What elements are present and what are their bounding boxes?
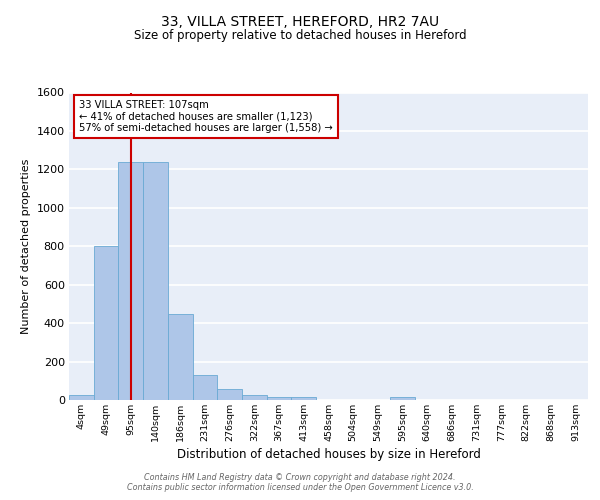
Bar <box>94 246 118 400</box>
Bar <box>193 375 217 400</box>
Bar <box>217 390 242 400</box>
Bar <box>118 162 143 400</box>
Bar <box>69 395 94 400</box>
Bar <box>267 397 292 400</box>
Text: 33, VILLA STREET, HEREFORD, HR2 7AU: 33, VILLA STREET, HEREFORD, HR2 7AU <box>161 15 439 29</box>
Bar <box>242 395 267 400</box>
X-axis label: Distribution of detached houses by size in Hereford: Distribution of detached houses by size … <box>176 448 481 461</box>
Bar <box>390 397 415 400</box>
Text: Contains HM Land Registry data © Crown copyright and database right 2024.
Contai: Contains HM Land Registry data © Crown c… <box>127 473 473 492</box>
Text: Size of property relative to detached houses in Hereford: Size of property relative to detached ho… <box>134 29 466 42</box>
Y-axis label: Number of detached properties: Number of detached properties <box>21 158 31 334</box>
Text: 33 VILLA STREET: 107sqm
← 41% of detached houses are smaller (1,123)
57% of semi: 33 VILLA STREET: 107sqm ← 41% of detache… <box>79 100 333 134</box>
Bar <box>292 397 316 400</box>
Bar <box>168 314 193 400</box>
Bar <box>143 162 168 400</box>
